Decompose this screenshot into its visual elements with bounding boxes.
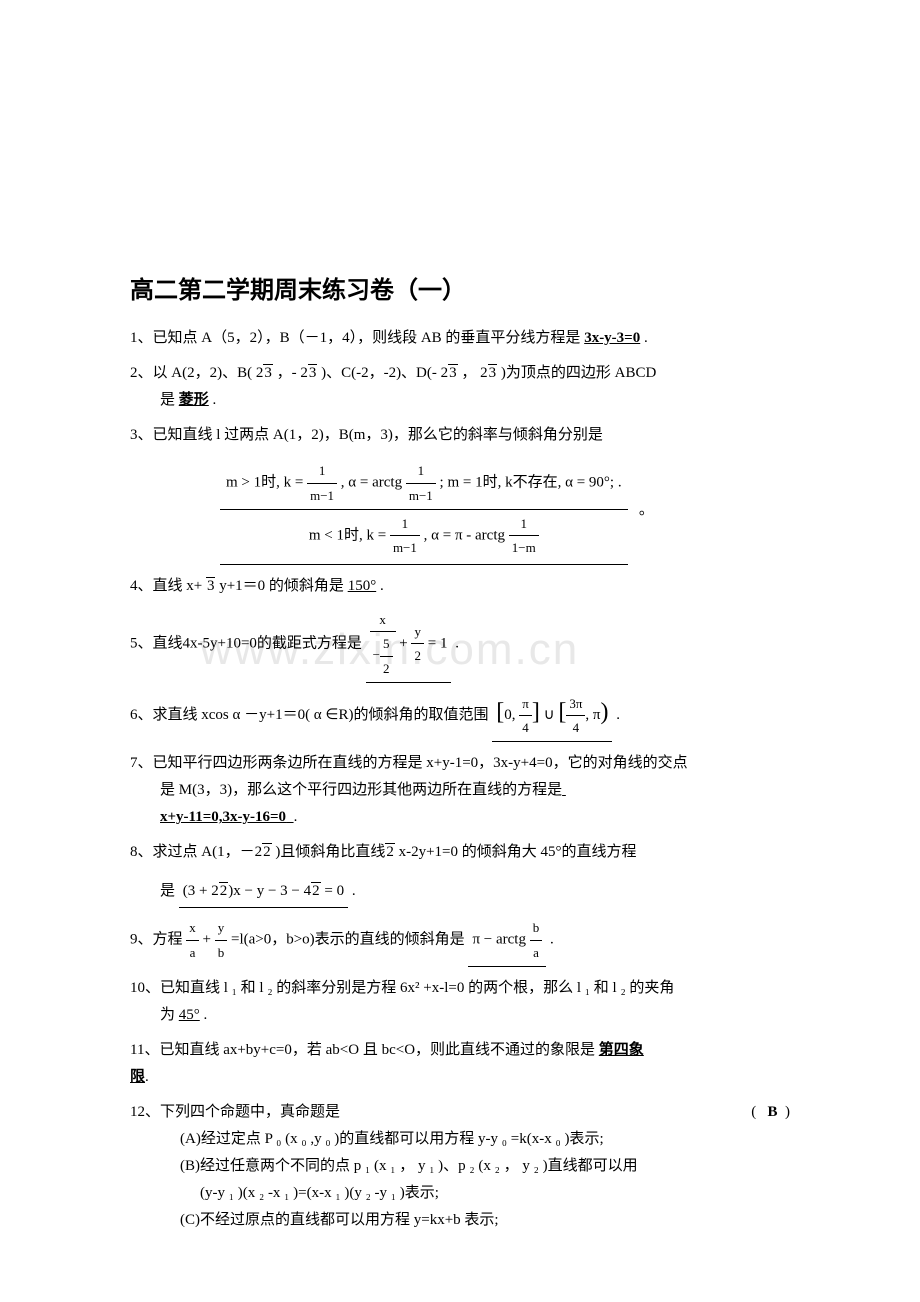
answer-2: 菱形 [179,392,209,408]
answer-9: π − arctg ba [468,916,546,967]
question-4: 4、直线 x+ 3 y+1＝0 的倾斜角是 150° . [130,573,790,600]
option-c: (C)不经过原点的直线都可以用方程 y=kx+b 表示; [130,1207,790,1234]
option-b-line2: (y-y ₁ )(x ₂ -x ₁ )=(x-x ₁ )(y ₂ -y ₁ )表… [130,1180,790,1207]
question-10: 10、已知直线 l ₁ 和 l ₂ 的斜率分别是方程 6x² +x-l=0 的两… [130,975,790,1029]
answer-6: [0, π4] ∪ [3π4, π) [492,691,612,742]
question-1: 1、已知点 A（5，2），B（－1，4），则线段 AB 的垂直平分线方程是 3x… [130,325,790,352]
question-8: 8、求过点 A(1，－22 )且倾斜角比直线2 x-2y+1=0 的倾斜角大 4… [130,839,790,908]
answer-8: (3 + 22)x − y − 3 − 42 = 0 [179,878,348,908]
question-3: 3、已知直线 l 过两点 A(1，2)，B(m，3)，那么它的斜率与倾斜角分别是… [130,422,790,565]
question-7: 7、已知平行四边形两条边所在直线的方程是 x+y-1=0，3x-y+4=0，它的… [130,750,790,831]
answer-5: x −52 + y2 = 1 [366,608,452,683]
answer-4: 150° [348,578,377,594]
question-9: 9、方程 xa + yb =l(a>0，b>o)表示的直线的倾斜角是 π − a… [130,916,790,967]
answer-7: x+y-11=0,3x-y-16=0 [160,809,286,825]
page-title: 高二第二学期周末练习卷（一） [130,270,790,313]
question-12: 12、下列四个命题中，真命题是 ( B ) (A)经过定点 P ₀ (x ₀ ,… [130,1099,790,1234]
answer-1: 3x-y-3=0 [584,330,640,346]
question-2: 2、以 A(2，2)、B( 23 ，- 23 )、C(-2，-2)、D(- 23… [130,360,790,414]
question-11: 11、已知直线 ax+by+c=0，若 ab<O 且 bc<O，则此直线不通过的… [130,1037,790,1091]
option-a: (A)经过定点 P ₀ (x ₀ ,y ₀ )的直线都可以用方程 y-y ₀ =… [130,1126,790,1153]
answer-12: B [767,1104,777,1120]
answer-11: 第四象 [599,1042,644,1058]
option-b-line1: (B)经过任意两个不同的点 p ₁ (x ₁ ， y ₁ )、p ₂ (x ₂ … [130,1153,790,1180]
answer-10: 45° [179,1007,200,1023]
question-6: 6、求直线 xcos α －y+1＝0( α ∈R)的倾斜角的取值范围 [0, … [130,691,790,742]
question-5: 5、直线4x-5y+10=0的截距式方程是 x −52 + y2 = 1 . [130,608,790,683]
